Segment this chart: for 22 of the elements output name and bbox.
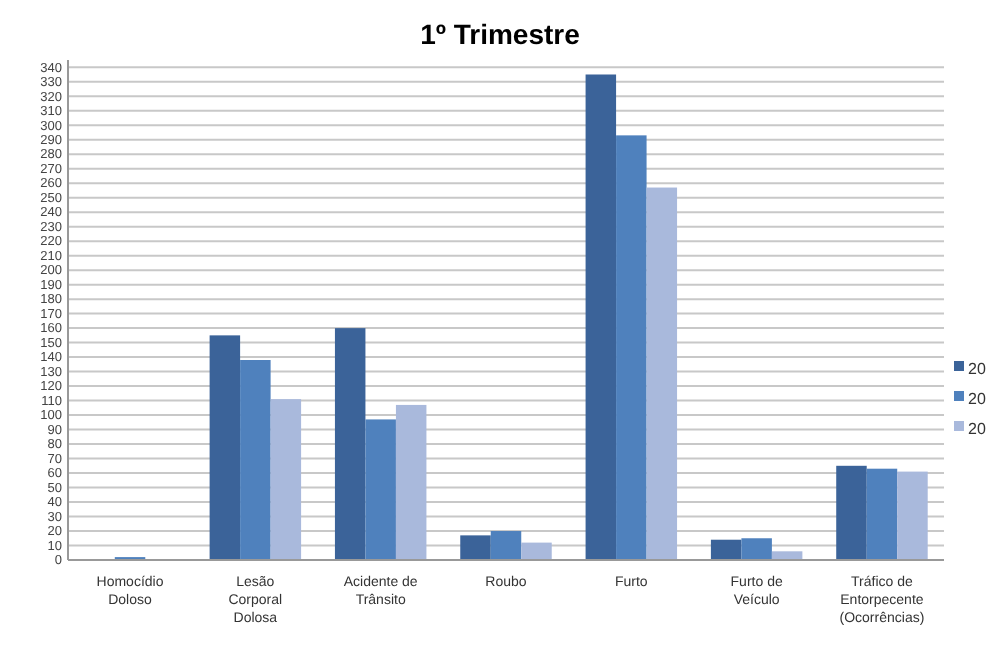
legend-label: 20	[968, 360, 987, 379]
bar	[521, 542, 552, 560]
bar	[209, 335, 241, 560]
bar	[490, 531, 522, 560]
legend-label: 20	[968, 390, 987, 409]
bar	[460, 535, 491, 560]
bar	[897, 471, 928, 560]
bar	[646, 187, 678, 560]
legend-label: 20	[968, 420, 987, 439]
bar	[270, 399, 302, 560]
bar	[771, 551, 803, 560]
bar	[710, 539, 742, 560]
bar	[585, 74, 617, 560]
bar	[741, 538, 772, 560]
chart-title: 1º Trimestre	[420, 18, 581, 50]
bar	[334, 328, 366, 560]
bar	[395, 404, 427, 560]
bar	[240, 360, 271, 560]
bar	[866, 468, 898, 560]
bar	[616, 135, 647, 560]
bar	[365, 419, 396, 560]
bar	[836, 465, 867, 560]
